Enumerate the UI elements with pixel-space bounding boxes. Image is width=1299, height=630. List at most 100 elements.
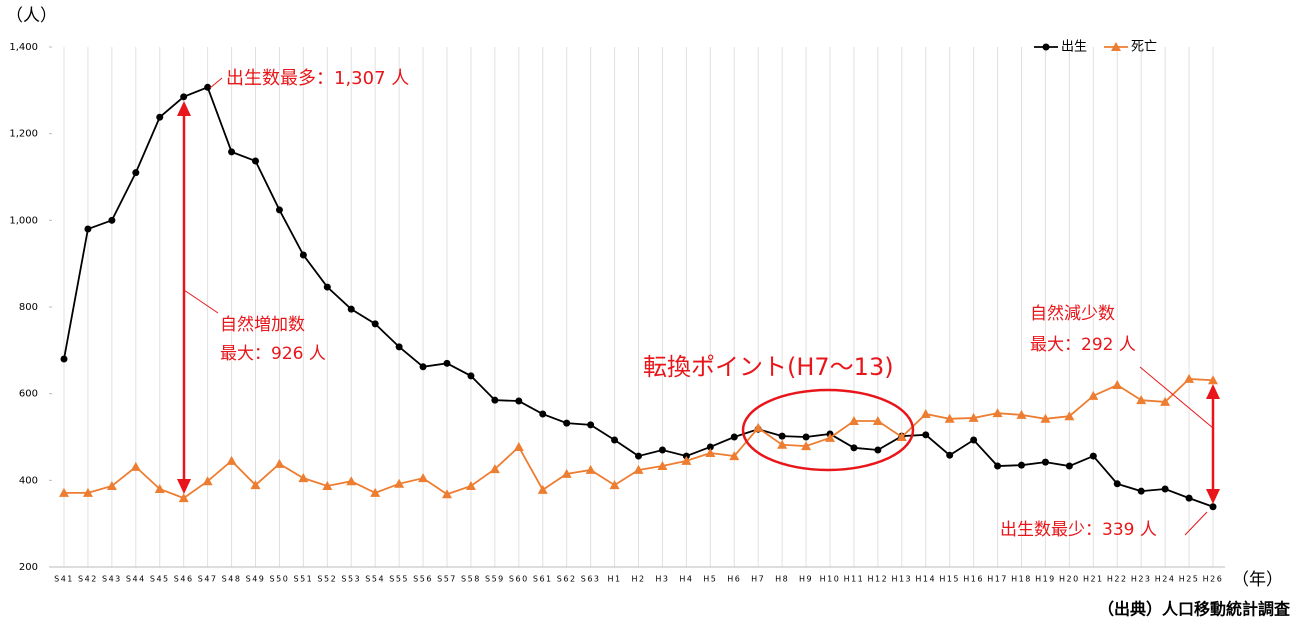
x-tick-label: H18: [1011, 575, 1032, 584]
point: [874, 446, 882, 454]
x-tick-label: S43: [102, 575, 122, 584]
arrowhead: [1206, 489, 1220, 504]
point: [753, 422, 764, 432]
y-tick-label: 1,400: [9, 42, 38, 53]
point: [922, 431, 930, 439]
x-tick-label: H7: [751, 575, 765, 584]
leader-line: [183, 289, 219, 314]
x-tick-label: H1: [608, 575, 622, 584]
point: [561, 468, 572, 478]
x-tick-label: S61: [533, 575, 553, 584]
point: [465, 480, 476, 490]
point: [635, 452, 642, 460]
annotation: 転換ポイント(H7〜13): [643, 353, 894, 381]
x-tick-label: H24: [1155, 575, 1176, 584]
point: [323, 283, 331, 291]
point: [106, 480, 117, 490]
x-tick-label: H26: [1203, 575, 1224, 584]
arrowhead: [177, 479, 191, 494]
x-tick-label: S46: [174, 575, 194, 584]
point: [370, 487, 381, 497]
point: [537, 484, 548, 494]
point: [1137, 487, 1145, 495]
point: [132, 169, 140, 177]
point: [515, 397, 523, 405]
x-tick-label: H20: [1059, 575, 1080, 584]
x-tick-label: H15: [939, 575, 960, 584]
x-tick-label: H25: [1179, 575, 1200, 584]
point: [777, 439, 788, 449]
legend-label: 出生: [1061, 40, 1087, 55]
point: [1209, 503, 1217, 511]
arrowheads: [177, 101, 1220, 504]
x-tick-label: H5: [703, 575, 717, 584]
point: [204, 83, 212, 91]
point: [681, 455, 692, 465]
point: [252, 157, 259, 165]
x-tick-label: S57: [437, 575, 457, 584]
point: [1089, 452, 1097, 460]
x-tick-label: H8: [775, 575, 789, 584]
point: [609, 480, 620, 490]
point: [275, 206, 283, 214]
x-tick-label: H2: [631, 575, 645, 584]
point: [802, 433, 810, 441]
point: [154, 484, 165, 493]
x-tick-label: H3: [655, 575, 669, 584]
arrowhead: [1206, 384, 1220, 399]
x-tick-label: S50: [270, 575, 290, 584]
point: [513, 441, 524, 451]
x-tick-label: S49: [246, 575, 266, 584]
point: [1065, 462, 1073, 470]
x-tick-label: S63: [581, 575, 601, 584]
x-axis-label: （年）: [1232, 570, 1283, 590]
x-tick-label: S59: [485, 575, 505, 584]
x-tick-label: S52: [317, 575, 337, 584]
point: [848, 415, 859, 425]
point: [395, 343, 403, 351]
point: [489, 464, 500, 474]
annotation: 最大：926 人: [220, 344, 326, 364]
x-tick-label: H21: [1083, 575, 1104, 584]
point: [994, 462, 1002, 470]
point: [946, 451, 954, 459]
x-tick-label: S56: [413, 575, 433, 584]
x-tick-label: S47: [198, 575, 218, 584]
legend-label: 死亡: [1131, 40, 1157, 55]
point: [1016, 409, 1027, 419]
point: [1160, 396, 1171, 406]
x-tick-label: S54: [365, 575, 385, 584]
point: [825, 432, 835, 442]
point: [587, 421, 595, 429]
point: [706, 443, 714, 451]
x-tick-label: H4: [679, 575, 693, 584]
x-tick-label: S45: [150, 575, 170, 584]
annotation: 出生数最多：1,307 人: [226, 68, 409, 89]
point: [226, 455, 237, 465]
x-tick-label: H23: [1131, 575, 1152, 584]
annotation: 自然増加数: [220, 315, 305, 335]
point: [968, 412, 979, 422]
point: [322, 480, 333, 490]
leader-line: [1139, 366, 1214, 429]
point: [1088, 390, 1099, 400]
x-tick-label: S60: [509, 575, 529, 584]
x-tick-label: H22: [1107, 575, 1128, 584]
x-tick-label: S55: [389, 575, 409, 584]
point: [156, 113, 164, 121]
y-tick-label: 400: [19, 475, 38, 486]
x-tick-label: S58: [461, 575, 481, 584]
point: [633, 464, 644, 474]
point: [467, 372, 475, 380]
point: [1184, 373, 1195, 383]
point: [872, 415, 883, 425]
point: [611, 436, 619, 444]
x-tick-label: H14: [915, 575, 936, 584]
y-tick-label: 600: [19, 389, 38, 400]
annotation-layer: [182, 77, 1215, 536]
point: [539, 410, 547, 418]
point: [1208, 375, 1218, 385]
point: [419, 363, 427, 371]
annotation: 出生数最少：339 人: [1000, 520, 1157, 540]
point: [394, 478, 405, 488]
